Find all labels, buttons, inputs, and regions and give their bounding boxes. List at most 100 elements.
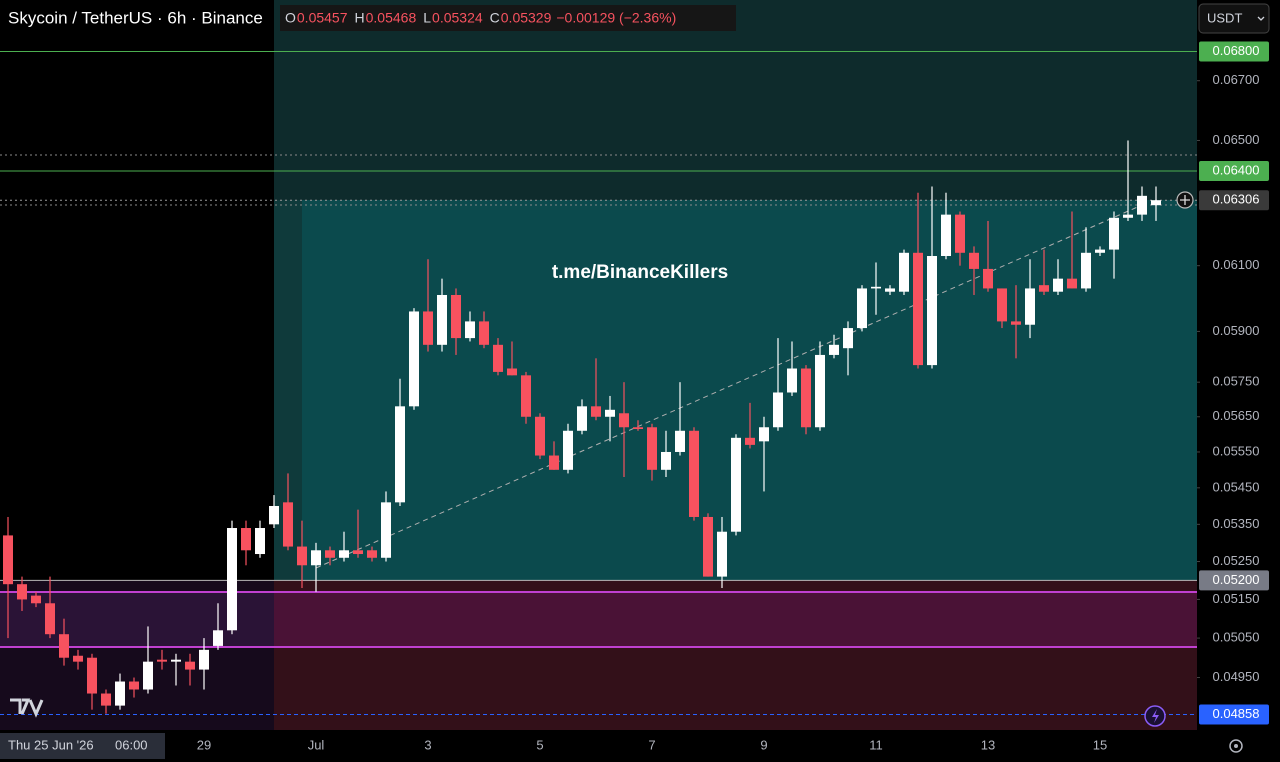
candle-body — [1039, 285, 1049, 292]
candle-body — [759, 427, 769, 442]
candle-body — [143, 661, 153, 690]
candle-body — [101, 693, 111, 706]
candle-body — [675, 430, 685, 452]
x-tick-label: 11 — [869, 737, 883, 752]
y-tick-label: 0.05900 — [1213, 323, 1260, 338]
candle-body — [241, 528, 251, 551]
candle-body — [297, 546, 307, 566]
y-tick-label: 0.06700 — [1213, 72, 1260, 87]
price-label-box — [1199, 570, 1269, 591]
candle-body — [227, 528, 237, 631]
price-labels: 0.06800 0.06400 0.06306 0.05200 0.04858 — [1199, 41, 1269, 725]
candle-body — [969, 252, 979, 269]
candle-body — [451, 294, 461, 339]
candle-body — [171, 659, 181, 662]
y-tick-label: 0.06100 — [1213, 257, 1260, 272]
candle-body — [801, 368, 811, 428]
candle-body — [367, 550, 377, 558]
candle-body — [381, 502, 391, 558]
trend-line — [315, 204, 1143, 569]
x-tick-label: Jul — [308, 737, 325, 752]
price-label: 0.06306 — [1213, 192, 1260, 207]
plus-icon — [1180, 195, 1190, 205]
price-label-box — [1199, 704, 1269, 725]
candle-body — [409, 311, 419, 407]
legend-value: 0.05324 — [432, 10, 483, 26]
settings-icon — [1234, 744, 1238, 748]
price-label: 0.05200 — [1213, 572, 1260, 587]
candle-body — [339, 550, 349, 558]
target-zone — [302, 200, 1197, 580]
y-tick-label: 0.05350 — [1213, 516, 1260, 531]
price-label-box — [1199, 161, 1269, 182]
candle-body — [941, 214, 951, 257]
chart-title: Skycoin / TetherUS · 6h · Binance — [8, 8, 263, 27]
candle-body — [773, 392, 783, 428]
price-lines — [0, 51, 1197, 716]
x-tick-label: 15 — [1093, 737, 1107, 752]
candle-body — [731, 437, 741, 532]
crosshair-date: Thu 25 Jun '26 — [8, 737, 94, 752]
y-tick-label: 0.05550 — [1213, 443, 1260, 458]
candle-body — [1081, 252, 1091, 289]
settings-button[interactable] — [1229, 739, 1243, 753]
candle-body — [1011, 321, 1021, 325]
candle-body — [843, 328, 853, 349]
candle-body — [465, 321, 475, 339]
y-tick-label: 0.05650 — [1213, 408, 1260, 423]
price-label: 0.06400 — [1213, 162, 1260, 177]
candle-body — [437, 294, 447, 345]
x-tick-label: 5 — [536, 737, 543, 752]
candle-body — [885, 288, 895, 292]
candle-body — [325, 550, 335, 558]
candle-body — [1109, 217, 1119, 250]
candle-body — [1095, 249, 1105, 253]
candle-body — [927, 256, 937, 366]
candle-body — [353, 550, 363, 555]
candle-body — [983, 268, 993, 289]
candle-body — [745, 437, 755, 445]
target-zone-upper — [274, 0, 1197, 200]
legend-value: 0.05329 — [501, 10, 552, 26]
candle-body — [955, 214, 965, 253]
candle-body — [1067, 278, 1077, 289]
legend-box — [280, 5, 736, 31]
currency: USDT — [1207, 10, 1242, 25]
candles — [3, 140, 1161, 714]
candle-body — [871, 286, 881, 289]
legend-value: 0.05457 — [297, 10, 348, 26]
candle-body — [997, 288, 1007, 322]
price-label: 0.06800 — [1213, 43, 1260, 58]
legend-key: C — [490, 10, 500, 26]
candle-body — [549, 455, 559, 470]
x-tick-label: 9 — [760, 737, 767, 752]
candle-body — [31, 595, 41, 604]
crosshair-time: 06:00 — [115, 737, 148, 752]
legend-value: 0.05468 — [366, 10, 417, 26]
candle-body — [199, 649, 209, 670]
candle-body — [507, 368, 517, 376]
crosshair-time-box — [0, 733, 165, 759]
currency-button[interactable] — [1198, 3, 1270, 34]
candle-body — [815, 354, 825, 428]
candle-body — [3, 535, 13, 585]
candle-body — [17, 584, 27, 600]
y-tick-label: 0.05250 — [1213, 553, 1260, 568]
candle-body — [591, 406, 601, 417]
candle-body — [1025, 288, 1035, 325]
watermark: t.me/BinanceKillers — [552, 262, 728, 283]
demand-band — [274, 592, 1197, 647]
x-tick-label: 13 — [981, 737, 995, 752]
candle-body — [1151, 200, 1161, 206]
legend-key: L — [423, 10, 431, 26]
x-tick-label: 7 — [648, 737, 655, 752]
candle-body — [619, 413, 629, 428]
logo — [10, 698, 44, 718]
candle-body — [73, 655, 83, 662]
candle-body — [717, 531, 727, 577]
y-axis: 0.06700 0.06500 0.06100 0.05900 0.05750 0.056… — [1197, 72, 1260, 684]
candle-body — [395, 406, 405, 503]
candle-body — [689, 430, 699, 517]
candle-body — [59, 634, 69, 658]
